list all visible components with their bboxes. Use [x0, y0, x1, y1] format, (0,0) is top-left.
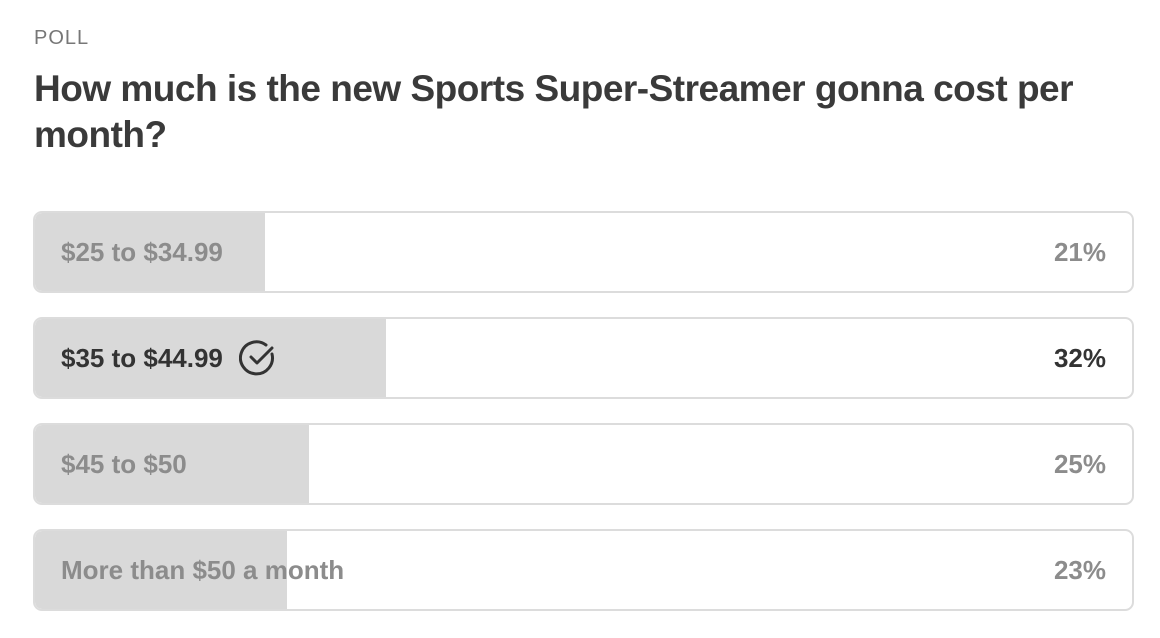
option-label-row: $35 to $44.99	[61, 319, 277, 397]
option-percent: 23%	[1053, 555, 1106, 585]
result-bar	[35, 319, 387, 397]
result-bar	[35, 531, 288, 609]
option-label-row: $45 to $50	[61, 425, 187, 503]
option-label: $35 to $44.99	[61, 343, 223, 373]
poll-option[interactable]: $35 to $44.99 32%	[33, 317, 1134, 399]
poll-question: How much is the new Sports Super-Streame…	[34, 68, 1074, 155]
poll-kicker: POLL	[34, 27, 90, 49]
result-bar	[35, 213, 266, 291]
option-label: $45 to $50	[61, 449, 187, 479]
option-label-row: $25 to $34.99	[61, 213, 223, 291]
poll-option[interactable]: More than $50 a month 23%	[33, 529, 1134, 611]
option-percent: 32%	[1053, 343, 1106, 373]
selected-check-icon	[238, 340, 274, 376]
option-label: More than $50 a month	[61, 555, 345, 585]
poll-option[interactable]: $25 to $34.99 21%	[33, 211, 1134, 293]
option-percent: 25%	[1053, 449, 1106, 479]
result-bar	[35, 425, 310, 503]
option-percent: 21%	[1053, 237, 1106, 267]
option-label: $25 to $34.99	[61, 237, 223, 267]
poll-option[interactable]: $45 to $50 25%	[33, 423, 1134, 505]
option-label-row: More than $50 a month	[61, 531, 344, 609]
